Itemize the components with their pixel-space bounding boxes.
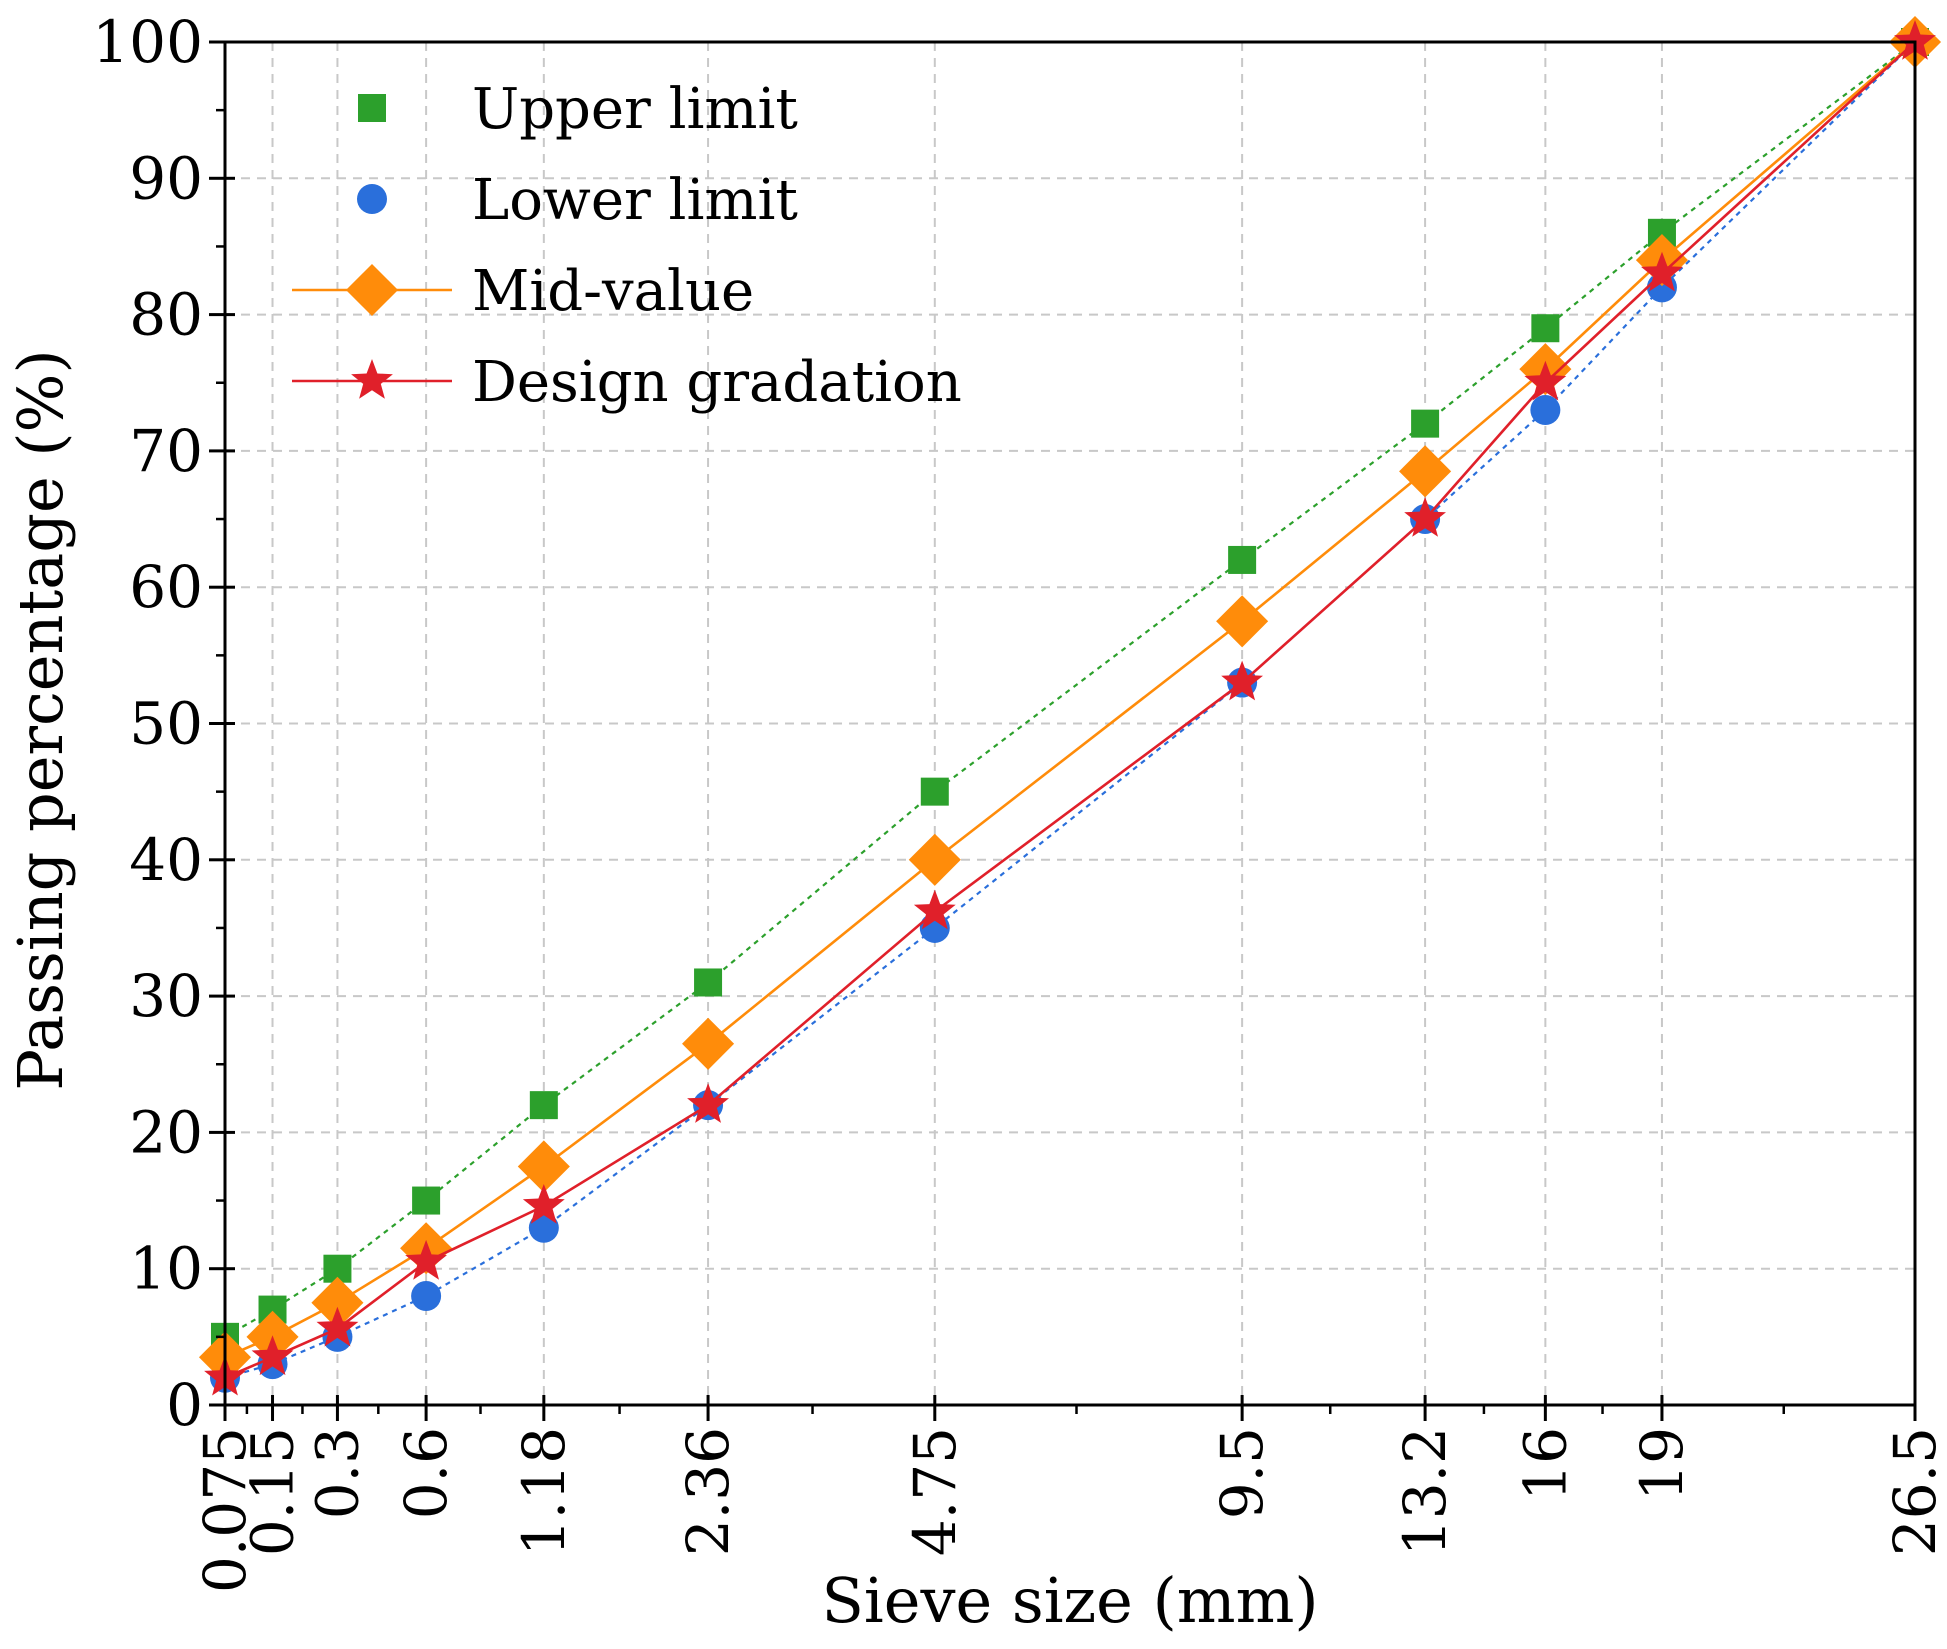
x-tick-label: 0.6 [392,1427,460,1519]
x-tick-label: 0.075 [191,1427,259,1593]
x-tick-label: 19 [1628,1427,1696,1501]
data-point [687,1083,729,1123]
data-point [1524,360,1567,401]
series-design-gradation [204,20,1936,1396]
data-point [1894,20,1936,60]
data-point [1399,445,1452,498]
data-point [1530,395,1561,426]
legend-marker [357,184,387,214]
y-tick-label: 20 [129,1098,203,1166]
y-tick-label: 90 [129,144,203,212]
legend: Upper limit Lower limit Mid-value Design gr… [292,77,962,415]
x-tick-label: 13.2 [1391,1427,1459,1556]
x-tick-label: 26.5 [1881,1427,1947,1556]
data-point [1411,409,1440,438]
y-tick-label: 60 [129,553,203,621]
data-point [517,1140,570,1193]
data-point [1228,545,1257,574]
data-point [405,1239,447,1280]
data-point [529,1091,558,1120]
y-axis-title: Passing percentage (%) [4,349,77,1090]
data-point [311,1276,364,1329]
data-point [411,1280,442,1311]
data-point [1641,251,1683,292]
data-point [1216,595,1269,648]
legend-item: Design gradation [292,350,962,415]
y-tick-label: 100 [92,8,203,76]
legend-marker [351,359,393,399]
legend-item: Upper limit [358,77,798,142]
data-point [1531,314,1560,343]
legend-label: Design gradation [472,350,962,415]
data-point [316,1306,359,1347]
x-tick-label: 4.75 [901,1427,969,1556]
data-point [1404,497,1446,537]
data-point [1221,660,1263,701]
legend-marker [345,263,399,317]
data-point [694,968,723,997]
x-tick-label: 16 [1511,1427,1579,1501]
y-tick-label: 0 [166,1371,203,1439]
y-tick-label: 70 [129,417,203,485]
y-tick-label: 10 [129,1235,203,1303]
legend-item: Lower limit [357,168,798,233]
data-point [528,1212,559,1243]
series-line [224,41,1916,1379]
legend-label: Lower limit [472,168,798,233]
x-axis-title: Sieve size (mm) [821,1564,1318,1637]
series-upper-limit [211,28,1929,1351]
data-point [908,833,961,886]
data-point [412,1186,441,1215]
y-tick-label: 40 [129,826,203,894]
y-tick-label: 80 [129,281,203,349]
data-point [913,889,956,930]
legend-item: Mid-value [292,259,754,324]
data-point [251,1335,294,1376]
legend-marker [358,94,386,122]
x-tick-label: 2.36 [674,1427,742,1556]
legend-label: Upper limit [472,77,798,142]
data-point [522,1184,565,1224]
x-tick-label: 0.3 [303,1427,371,1519]
data-point [920,777,949,806]
series-layer [198,15,1942,1396]
legend-label: Mid-value [472,259,754,324]
data-point [682,1017,735,1070]
x-tick-label: 1.18 [510,1427,578,1556]
y-tick-label: 50 [129,690,203,758]
series-line [224,41,1916,1379]
series-mid-value [198,15,1942,1384]
x-tick-label: 0.15 [239,1427,307,1556]
x-tick-label: 9.5 [1208,1427,1276,1519]
y-tick-label: 30 [129,962,203,1030]
